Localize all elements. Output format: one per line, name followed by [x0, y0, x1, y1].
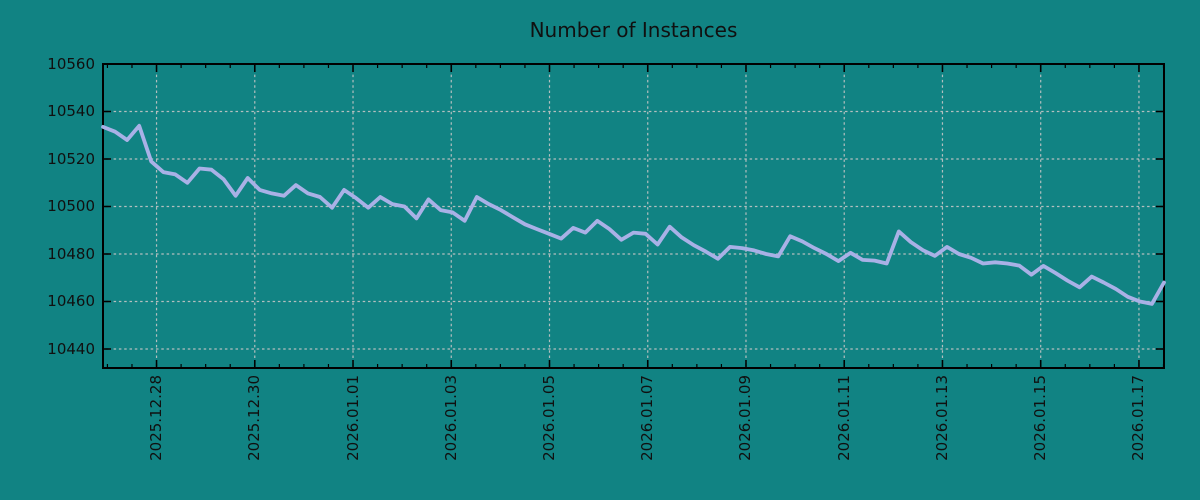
y-tick-label: 10540 — [47, 102, 95, 120]
x-tick-label: 2026.01.05 — [540, 375, 558, 461]
x-tick-label: 2026.01.17 — [1129, 375, 1148, 461]
x-tick-label: 2025.12.28 — [147, 375, 166, 461]
x-tick-label: 2026.01.15 — [1031, 375, 1050, 461]
y-tick-label: 10520 — [47, 149, 95, 168]
y-tick-label: 10560 — [47, 54, 95, 73]
y-tick-label: 10440 — [47, 339, 95, 358]
instances-series-line — [101, 123, 1166, 306]
x-tick-label: 2026.01.11 — [834, 375, 853, 461]
x-tick-label: 2026.01.03 — [441, 375, 460, 461]
x-tick-label: 2026.01.09 — [736, 375, 755, 461]
x-tick-label: 2025.12.30 — [245, 375, 264, 461]
y-tick-label: 10480 — [47, 244, 95, 263]
chart-title: Number of Instances — [529, 18, 738, 42]
y-tick-label: 10500 — [47, 197, 95, 215]
plot-frame — [102, 63, 1165, 369]
x-tick-label: 2026.01.07 — [638, 375, 657, 461]
x-tick-label: 2026.01.13 — [932, 375, 951, 461]
x-tick-label: 2026.01.01 — [343, 375, 362, 461]
y-tick-label: 10460 — [47, 292, 95, 310]
